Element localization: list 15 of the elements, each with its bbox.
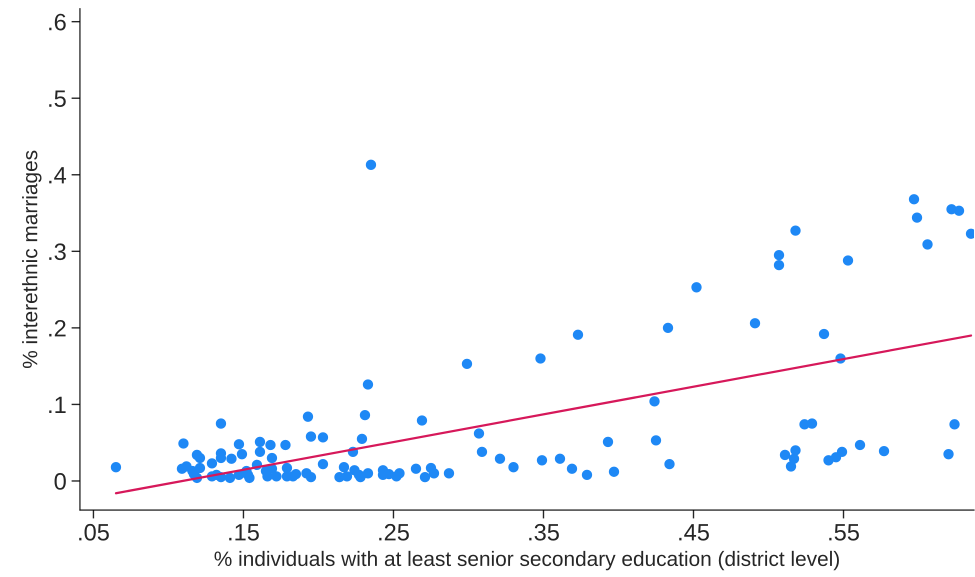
y-tick-label: .5: [49, 90, 66, 108]
x-tick-label: .45: [679, 524, 709, 541]
y-tick-label: .3: [49, 243, 66, 260]
x-tick-label: .55: [829, 524, 859, 541]
y-tick-label: 0: [54, 473, 66, 490]
x-tick-label: .25: [379, 524, 409, 541]
y-tick-label: .1: [49, 396, 66, 413]
y-tick-label: .6: [49, 14, 66, 30]
x-axis-title: % individuals with at least senior secondary education (district level): [214, 550, 839, 570]
x-tick-label: .05: [79, 524, 109, 541]
y-axis-title: % interethnic marriages: [22, 150, 42, 368]
x-tick-label: .35: [529, 524, 559, 541]
y-tick-label: .4: [49, 167, 66, 184]
x-tick-label: .15: [229, 524, 259, 541]
y-tick-label: .2: [49, 320, 66, 336]
